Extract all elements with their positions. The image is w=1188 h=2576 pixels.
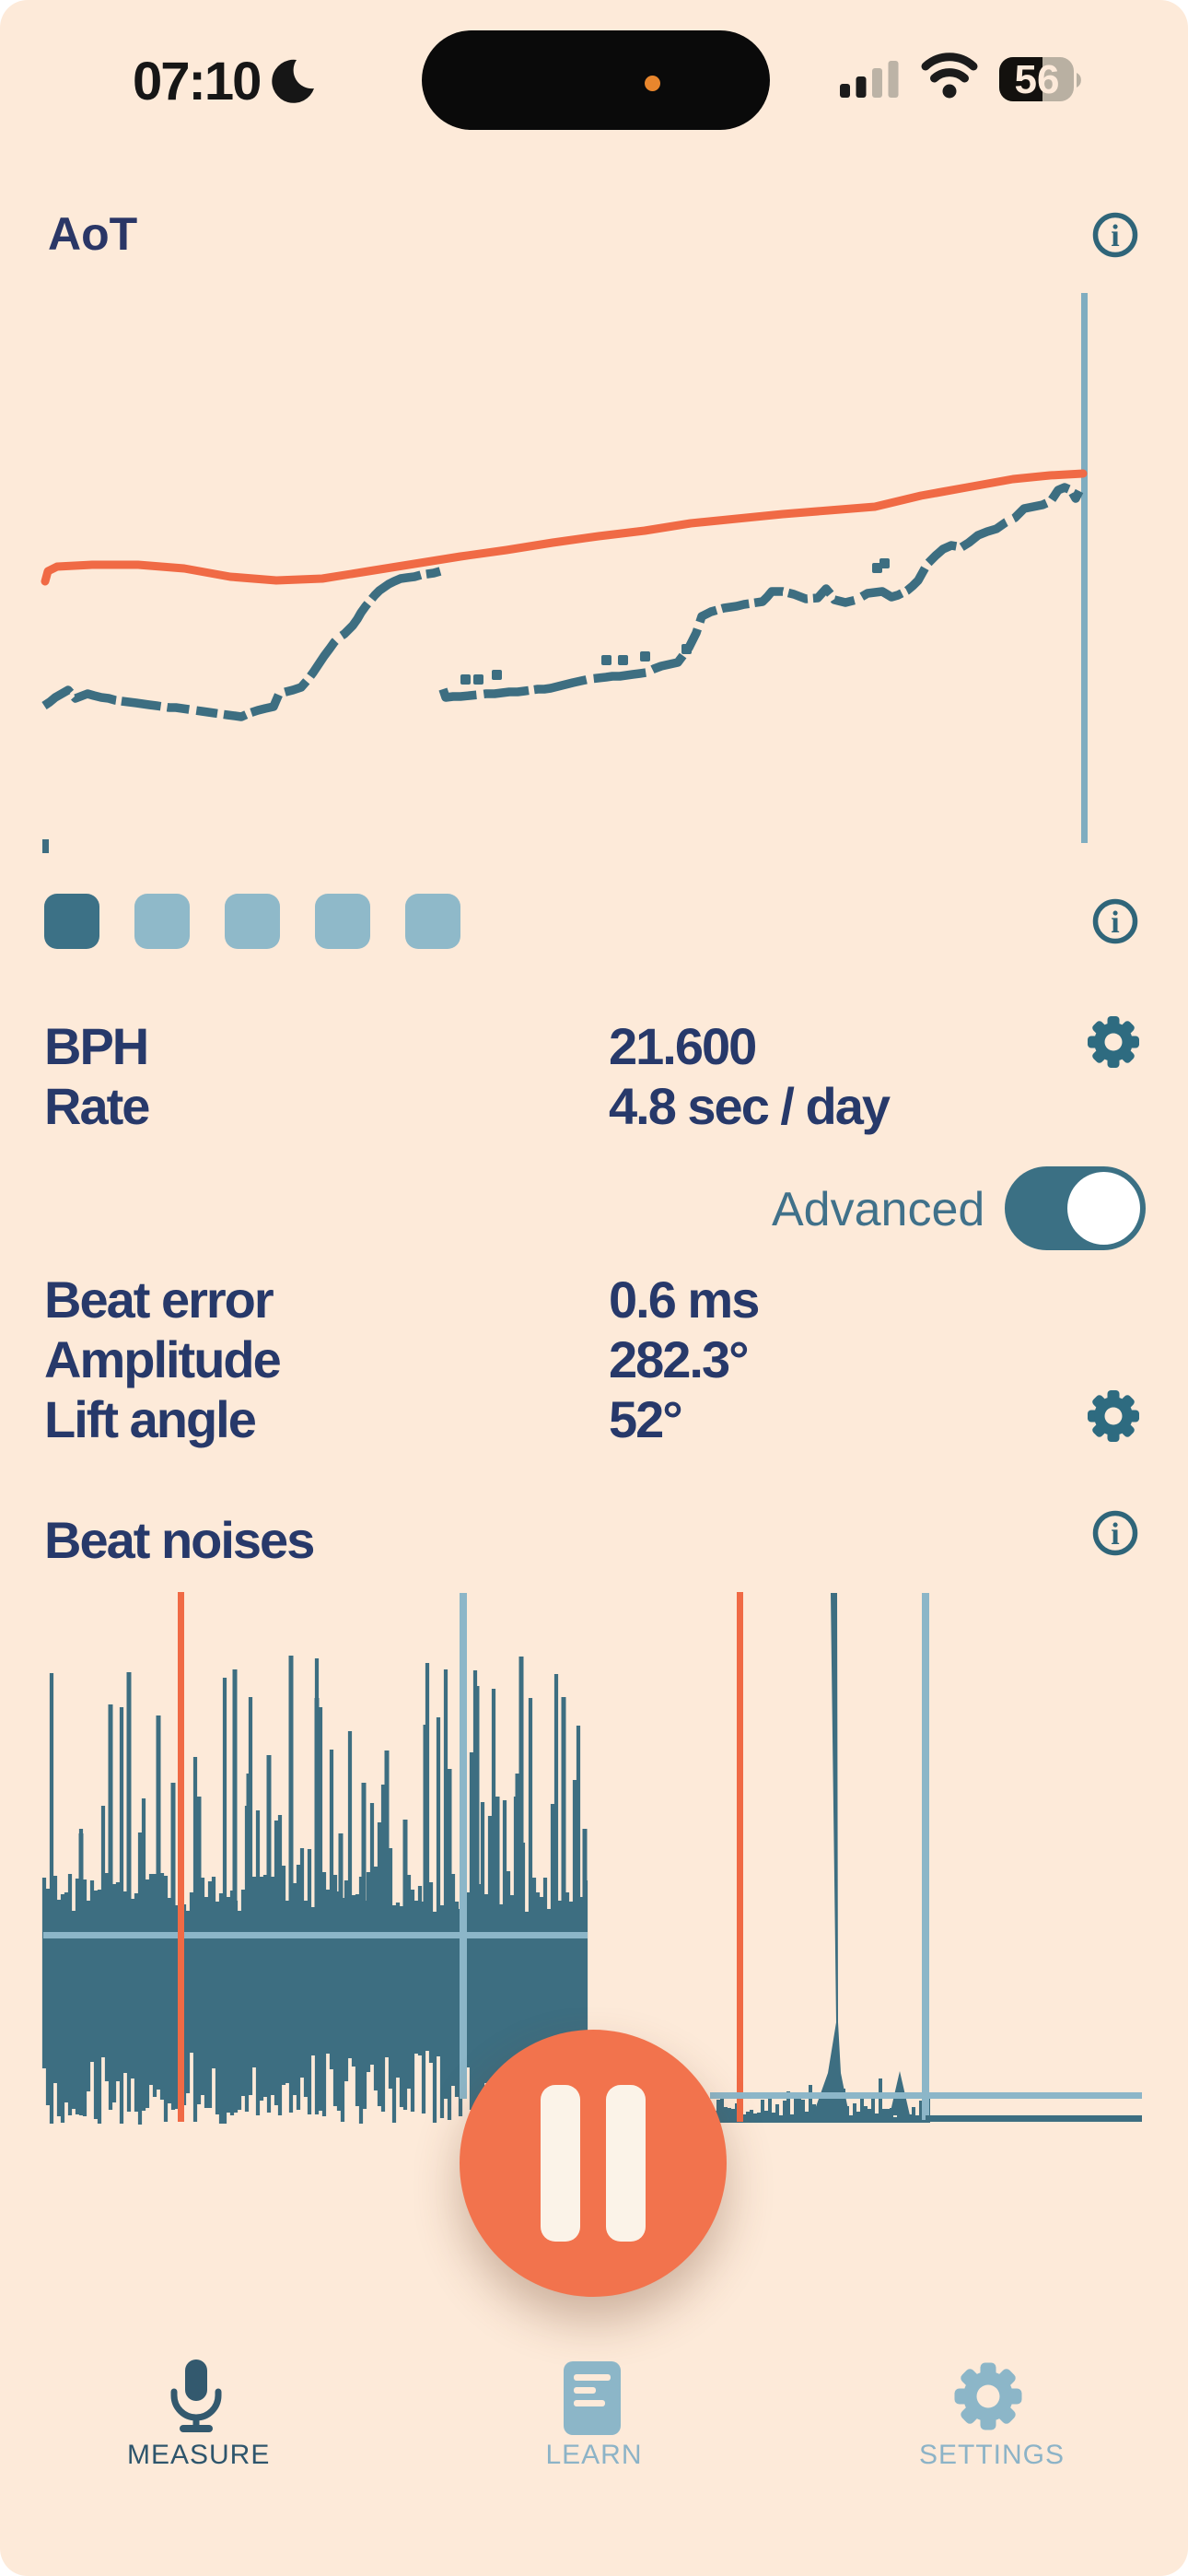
svg-text:i: i (1111, 906, 1119, 940)
svg-text:i: i (1111, 1517, 1119, 1551)
svg-text:i: i (1111, 219, 1119, 253)
svg-text:56: 56 (1015, 57, 1060, 102)
